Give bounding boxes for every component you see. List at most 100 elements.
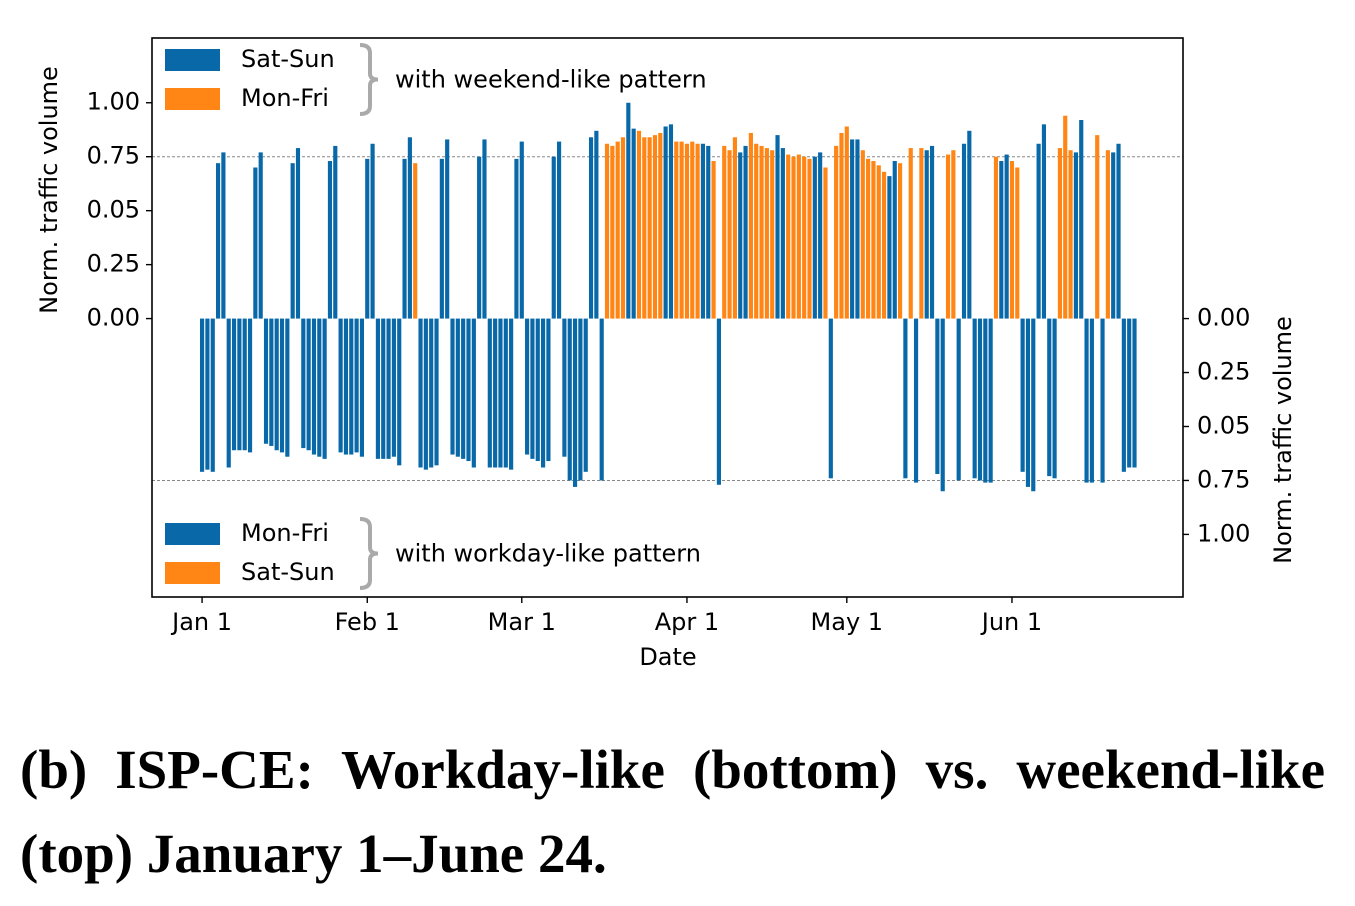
y-tick-label: 0.00: [87, 304, 140, 332]
bar: [1100, 318, 1105, 483]
bar: [903, 318, 908, 479]
y2-tick-label: 1.00: [1197, 519, 1250, 547]
bar: [200, 318, 205, 472]
bar: [791, 156, 796, 319]
y-tick-label: 0.75: [87, 142, 140, 170]
bar: [477, 156, 482, 319]
bar: [604, 143, 610, 319]
bar: [796, 154, 801, 319]
bar: [658, 132, 663, 319]
bar: [359, 318, 365, 457]
bar: [221, 152, 226, 319]
bar: [546, 318, 551, 462]
bar: [919, 148, 924, 319]
bar: [466, 318, 471, 462]
bar: [471, 318, 476, 468]
bar: [290, 163, 295, 319]
bar: [311, 318, 317, 455]
bar: [509, 318, 514, 470]
bar: [1121, 318, 1126, 472]
bar: [461, 318, 466, 459]
bar: [301, 318, 306, 449]
bar: [759, 145, 764, 319]
legend-swatch: [165, 562, 220, 584]
bar: [455, 318, 460, 457]
chart: Date Norm. traffic volume Norm. traffic …: [35, 37, 1297, 671]
bar: [988, 318, 993, 483]
bar: [258, 152, 263, 319]
bar: [748, 132, 753, 319]
bar: [663, 126, 668, 319]
bar: [977, 318, 983, 481]
bar: [1068, 150, 1073, 319]
bar: [1105, 150, 1110, 319]
bar: [738, 152, 743, 319]
bar: [429, 318, 434, 468]
bar: [1015, 167, 1020, 319]
x-tick-label: Feb 1: [335, 608, 400, 636]
bar: [615, 141, 620, 319]
bar: [541, 318, 546, 468]
bar: [1025, 318, 1031, 487]
legend-annotation: with workday-like pattern: [395, 540, 701, 568]
bar: [279, 318, 285, 453]
bar: [231, 318, 237, 451]
bar: [445, 139, 450, 319]
bar: [397, 318, 402, 466]
bar: [695, 143, 700, 319]
bar: [802, 156, 807, 319]
y2-tick-label: 0.25: [1197, 358, 1250, 386]
bar: [333, 145, 338, 319]
bar: [567, 318, 572, 481]
bar: [498, 318, 503, 468]
bar: [1047, 318, 1052, 477]
bar: [503, 318, 508, 468]
legend-label: Mon-Fri: [241, 84, 329, 112]
bar: [274, 318, 279, 451]
bar: [823, 167, 828, 319]
bar: [583, 318, 588, 472]
bar: [327, 161, 333, 319]
bar: [727, 150, 732, 319]
bar: [850, 139, 855, 319]
bar: [434, 318, 439, 466]
bar: [999, 161, 1004, 319]
bar: [764, 148, 769, 319]
bar: [743, 145, 748, 319]
bar: [413, 163, 418, 319]
bar: [263, 318, 269, 444]
x-tick-label: May 1: [811, 608, 884, 636]
bar: [1052, 318, 1057, 479]
bar: [668, 124, 674, 319]
bar: [706, 145, 711, 319]
bar: [780, 148, 785, 319]
bar: [402, 158, 407, 319]
bar: [253, 167, 258, 319]
y2-tick-label: 0.05: [1197, 411, 1250, 439]
bar: [423, 318, 428, 470]
bar: [1084, 318, 1089, 483]
bar: [929, 145, 935, 319]
bar: [381, 318, 386, 459]
bar: [349, 318, 354, 455]
bar: [354, 318, 359, 453]
legend-swatch: [165, 88, 220, 110]
bar: [631, 128, 636, 319]
bar: [679, 141, 684, 319]
bar: [450, 318, 455, 455]
bar: [1095, 135, 1100, 319]
bar: [828, 318, 833, 479]
bar: [732, 137, 737, 319]
bar: [807, 158, 812, 319]
bar: [684, 143, 690, 319]
bar: [674, 141, 679, 319]
bar: [775, 135, 780, 319]
bar: [876, 165, 881, 319]
bar: [338, 318, 343, 453]
bar: [322, 318, 327, 459]
bar: [620, 137, 626, 319]
bar: [636, 130, 642, 319]
legend-brace: [359, 517, 379, 590]
bar: [844, 126, 849, 319]
